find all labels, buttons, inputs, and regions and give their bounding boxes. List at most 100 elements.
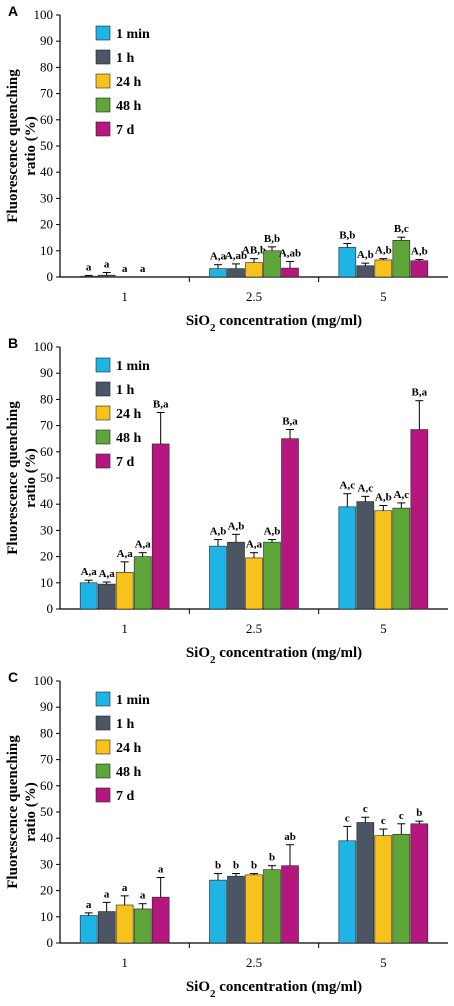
legend-label: 48 h <box>116 765 142 780</box>
legend-swatch <box>95 453 111 469</box>
bar <box>410 260 429 278</box>
x-tick-label: 2.5 <box>246 621 262 636</box>
significance-label: a <box>158 864 164 876</box>
y-tick-label: 60 <box>40 778 53 793</box>
bar <box>115 904 134 944</box>
significance-label: AB,b <box>242 245 266 257</box>
bar <box>338 840 357 944</box>
y-tick-label: 90 <box>40 365 53 380</box>
significance-label: A,a <box>210 251 227 263</box>
bar <box>374 835 393 944</box>
significance-label: b <box>233 860 239 872</box>
chart-panel-b: B 0 10 20 30 40 50 60 70 80 90 100 Fluorescence quen… <box>0 332 454 666</box>
y-axis-label-line2: ratio (%) <box>23 782 39 842</box>
x-tick-label: 1 <box>121 289 128 304</box>
bar <box>227 268 245 278</box>
y-axis-label-line1: Fluorescence quenching <box>5 735 21 889</box>
significance-label: A,a <box>99 568 116 580</box>
significance-label: c <box>399 810 404 822</box>
x-tick-label: 2.5 <box>246 289 262 304</box>
y-tick-label: 10 <box>40 243 53 258</box>
x-axis-label-part: concentration (mg/ml) <box>216 645 363 661</box>
y-tick-label: 80 <box>40 59 53 74</box>
bar <box>245 262 263 278</box>
y-tick-label: 30 <box>40 856 53 871</box>
y-tick-label: 90 <box>40 33 53 48</box>
legend-swatch <box>95 49 111 65</box>
x-axis-label-subscript: 2 <box>210 322 216 332</box>
y-tick-label: 50 <box>40 804 53 819</box>
y-tick-label: 40 <box>40 830 53 845</box>
y-axis-label-line2: ratio (%) <box>23 448 39 508</box>
bar <box>133 908 152 944</box>
legend-swatch <box>95 121 111 137</box>
significance-label: b <box>215 860 221 872</box>
y-tick-label: 50 <box>40 470 53 485</box>
bar <box>338 506 357 610</box>
panel-letter: C <box>8 669 18 685</box>
y-tick-label: 10 <box>40 575 53 590</box>
significance-label: a <box>122 882 128 894</box>
legend-swatch <box>95 25 111 41</box>
significance-label: A,b <box>210 526 227 538</box>
bar <box>338 247 357 278</box>
bar <box>281 438 299 610</box>
y-tick-label: 70 <box>40 86 53 101</box>
significance-label: A,b <box>375 245 392 257</box>
y-tick-label: 20 <box>40 883 53 898</box>
bar <box>392 833 411 944</box>
legend-label: 48 h <box>116 99 142 114</box>
x-tick-label: 1 <box>121 955 128 970</box>
bar <box>374 259 393 278</box>
significance-label: B,a <box>153 399 169 411</box>
bar <box>97 583 116 610</box>
panel-letter: A <box>8 3 18 19</box>
bar <box>97 274 116 278</box>
bar <box>133 556 152 610</box>
significance-label: A,a <box>246 539 263 551</box>
legend-label: 1 min <box>116 27 150 42</box>
bar <box>374 510 393 610</box>
y-tick-label: 40 <box>40 496 53 511</box>
bar <box>263 869 281 944</box>
significance-label: A,b <box>264 526 281 538</box>
significance-label: A,b <box>375 492 392 504</box>
legend-swatch <box>95 787 111 803</box>
bar <box>410 429 429 610</box>
chart-panel-a: A 0 10 20 30 40 50 60 70 80 90 100 Fluorescence quen… <box>0 0 454 334</box>
legend-label: 7 d <box>116 123 135 138</box>
significance-label: c <box>345 812 350 824</box>
bar <box>209 879 227 944</box>
bar <box>79 915 98 944</box>
y-tick-label: 100 <box>34 7 54 22</box>
legend-swatch <box>95 73 111 89</box>
legend-label: 1 min <box>116 359 150 374</box>
bar <box>245 557 263 610</box>
significance-label: A,ab <box>225 250 247 262</box>
y-axis-label-line1: Fluorescence quenching <box>5 401 21 555</box>
significance-label: A,ab <box>279 248 301 260</box>
legend-swatch <box>95 691 111 707</box>
significance-label: A,c <box>340 480 356 492</box>
x-axis-label-subscript: 2 <box>210 654 216 666</box>
bar <box>356 822 375 944</box>
legend-swatch <box>95 763 111 779</box>
chart-b-svg: B 0 10 20 30 40 50 60 70 80 90 100 Fluorescence quen… <box>5 335 448 666</box>
bar <box>227 541 245 610</box>
bar <box>281 865 299 944</box>
significance-label: B,c <box>394 223 409 235</box>
legend-label: 1 h <box>116 717 135 732</box>
y-axis-label-line1: Fluorescence quenching <box>5 69 21 223</box>
y-tick-label: 70 <box>40 418 53 433</box>
y-tick-label: 60 <box>40 112 53 127</box>
x-axis-label-part: SiO <box>186 313 210 329</box>
significance-label: a <box>140 263 146 275</box>
x-axis-label-part: SiO <box>186 645 210 661</box>
y-tick-label: 20 <box>40 217 53 232</box>
y-tick-label: 90 <box>40 699 53 714</box>
bar <box>79 275 98 278</box>
significance-label: b <box>416 807 422 819</box>
legend-label: 1 min <box>116 693 150 708</box>
bar <box>151 443 170 610</box>
bar <box>115 572 134 610</box>
